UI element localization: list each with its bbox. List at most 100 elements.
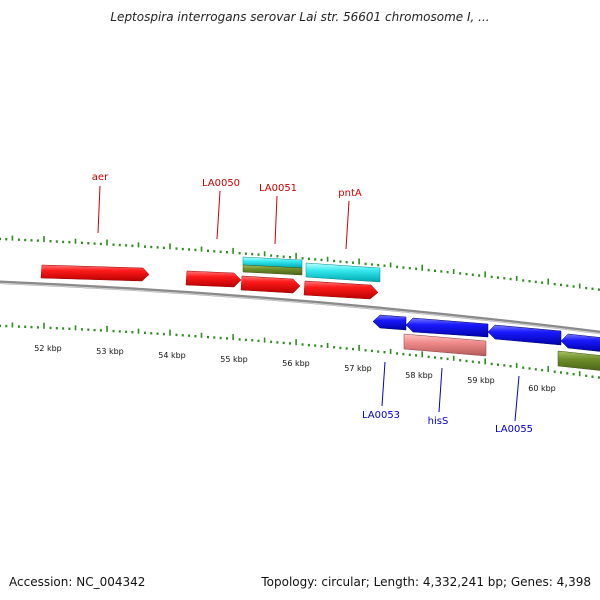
- lower-tick: [301, 343, 304, 346]
- upper-tick: [345, 261, 348, 264]
- upper-tick: [534, 280, 537, 284]
- lower-tick: [200, 332, 203, 338]
- upper-tick: [219, 250, 222, 253]
- lower-tick: [408, 353, 411, 356]
- lower-tick: [383, 351, 386, 354]
- gene-hiss: [405, 317, 489, 338]
- upper-tick: [509, 277, 512, 281]
- ruler-labels: 52 kbp 53 kbp 54 kbp 55 kbp 56 kbp 57 kb…: [34, 344, 556, 393]
- gene-la0050: [185, 270, 242, 288]
- upper-tick: [415, 267, 418, 270]
- upper-tick: [358, 258, 360, 265]
- lower-tick: [326, 343, 329, 348]
- lower-tick: [578, 371, 581, 377]
- upper-tick: [17, 238, 20, 241]
- lower-tick: [415, 354, 418, 357]
- label-la0051: LA0051: [259, 183, 297, 194]
- ruler-label-52: 52 kbp: [34, 344, 62, 353]
- ruler-label-58: 58 kbp: [405, 371, 433, 380]
- lower-tick: [194, 335, 197, 338]
- reverse-genes: [372, 314, 600, 371]
- lower-tick: [74, 325, 77, 331]
- upper-tick: [169, 243, 171, 250]
- lower-tick: [377, 350, 380, 353]
- lower-tick: [207, 335, 209, 339]
- lower-tick: [421, 351, 423, 358]
- lower-tick: [370, 349, 373, 353]
- forward-gene-labels: aer LA0050 LA0051 pntA: [92, 172, 362, 250]
- lower-tick: [497, 363, 499, 366]
- upper-tick: [112, 243, 115, 246]
- upper-tick: [162, 246, 165, 249]
- lower-tick: [93, 328, 96, 332]
- lower-ruler-ticks: [0, 322, 600, 379]
- lower-tick: [99, 329, 102, 332]
- upper-tick: [320, 258, 323, 262]
- upper-tick: [364, 262, 367, 266]
- lower-tick: [534, 368, 537, 371]
- lower-tick: [364, 349, 367, 352]
- lower-tick: [295, 339, 297, 346]
- lower-tick: [17, 325, 20, 328]
- lower-tick: [162, 332, 165, 336]
- upper-tick: [478, 274, 481, 277]
- ruler-label-60: 60 kbp: [528, 384, 556, 393]
- upper-tick: [490, 275, 493, 279]
- lower-tick: [320, 345, 323, 348]
- upper-tick: [175, 247, 178, 250]
- upper-tick: [30, 239, 33, 242]
- lower-tick: [150, 332, 153, 335]
- feature-pink: [403, 333, 487, 357]
- upper-tick: [131, 244, 134, 247]
- gene-pnta: [303, 280, 379, 300]
- upper-tick: [522, 279, 525, 282]
- lower-tick: [452, 355, 455, 361]
- lower-tick: [503, 364, 506, 367]
- topology-text: Topology: circular; Length: 4,332,241 bp…: [261, 575, 591, 589]
- lower-tick: [289, 342, 291, 345]
- label-la0055: LA0055: [495, 424, 533, 435]
- upper-tick: [434, 269, 436, 272]
- upper-tick: [270, 254, 273, 257]
- upper-tick: [144, 245, 146, 248]
- lower-tick: [137, 328, 140, 334]
- upper-tick: [156, 246, 159, 249]
- upper-tick: [389, 262, 392, 268]
- upper-tick: [301, 257, 304, 260]
- upper-tick: [440, 270, 443, 273]
- lower-tick: [484, 358, 486, 365]
- upper-tick: [150, 245, 153, 249]
- gene-la0055: [487, 324, 562, 346]
- upper-tick: [213, 250, 216, 253]
- upper-tick: [188, 248, 191, 251]
- label-aer: aer: [92, 172, 109, 183]
- upper-tick: [339, 260, 342, 263]
- lower-tick: [68, 327, 71, 330]
- lower-tick: [358, 344, 360, 351]
- feature-cyan-2: [305, 262, 381, 283]
- label-pnta: pntA: [338, 188, 362, 199]
- lower-tick: [597, 376, 600, 379]
- lower-tick: [553, 370, 556, 373]
- lower-tick: [36, 326, 39, 329]
- upper-tick: [55, 240, 58, 243]
- lower-tick: [307, 343, 310, 347]
- upper-tick: [93, 242, 96, 245]
- label-hiss: hisS: [428, 416, 449, 427]
- lower-tick: [238, 338, 241, 341]
- lower-tick: [478, 361, 481, 364]
- lower-tick: [389, 349, 392, 354]
- upper-tick: [257, 253, 260, 256]
- upper-tick: [263, 251, 266, 257]
- ruler-label-55: 55 kbp: [220, 355, 248, 364]
- lower-tick: [213, 336, 216, 339]
- upper-tick: [81, 241, 83, 245]
- lower-tick: [30, 325, 33, 329]
- lower-tick: [314, 344, 317, 347]
- lower-tick: [560, 371, 562, 374]
- upper-tick: [125, 244, 128, 247]
- lower-tick: [181, 334, 184, 337]
- lower-tick: [112, 329, 115, 333]
- upper-tick: [118, 243, 121, 247]
- upper-tick: [68, 241, 71, 244]
